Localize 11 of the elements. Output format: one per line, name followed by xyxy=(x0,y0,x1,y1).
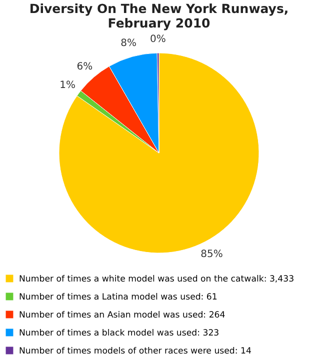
legend-label: Number of times models of other races were used: 14 xyxy=(19,346,252,356)
data-label: 85% xyxy=(200,249,223,260)
data-label: 1% xyxy=(60,80,76,91)
data-label: 6% xyxy=(76,62,93,73)
data-label: 8% xyxy=(120,38,137,50)
legend-label: Number of times a white model was used on the catwalk: 3,433 xyxy=(19,274,294,284)
data-label: 0% xyxy=(150,34,166,46)
legend-label: Number of times a Latina model was used: 61 xyxy=(19,292,218,302)
chart-title: Diversity On The New York Runways, February 2010 xyxy=(29,1,289,31)
legend-label: Number of times an Asian model was used: 264 xyxy=(19,310,226,320)
legend-label: Number of times a black model was used: 323 xyxy=(19,328,220,338)
